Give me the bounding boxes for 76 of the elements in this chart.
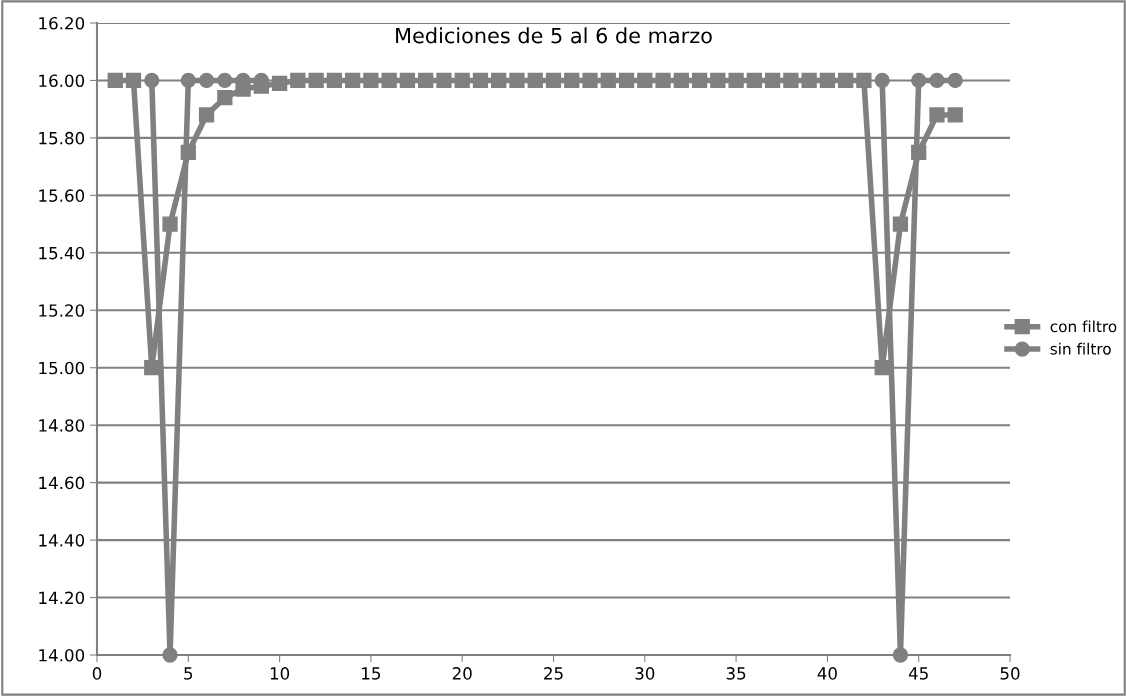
legend-label: con filtro <box>1050 320 1117 333</box>
point <box>454 72 470 89</box>
point <box>290 72 306 89</box>
x-tick-label: 15 <box>362 667 381 680</box>
x-tick-label: 10 <box>270 667 290 680</box>
point <box>947 107 963 123</box>
y-tick-label: 15.60 <box>39 189 85 202</box>
point <box>947 72 963 89</box>
point <box>308 72 324 89</box>
point <box>655 72 671 89</box>
point <box>363 72 379 89</box>
x-tick-label: 45 <box>908 667 928 680</box>
x-tick-label: 30 <box>635 667 655 680</box>
y-tick-label: 15.80 <box>39 131 85 145</box>
point <box>764 72 781 89</box>
point <box>472 72 489 89</box>
y-tick-label: 14.00 <box>39 648 85 662</box>
point <box>198 107 215 123</box>
x-tick-label: 40 <box>817 667 837 680</box>
point <box>381 72 397 89</box>
legend-label: sin filtro <box>1050 342 1111 355</box>
x-tick-label: 20 <box>452 667 472 680</box>
point <box>637 72 653 89</box>
x-tick-label: 0 <box>92 667 102 680</box>
point <box>217 90 233 106</box>
point <box>564 72 580 89</box>
point <box>399 72 416 89</box>
point <box>582 72 598 89</box>
point <box>746 72 762 89</box>
x-tick-label: 50 <box>1000 667 1020 680</box>
point <box>856 72 872 89</box>
point <box>728 72 744 89</box>
point <box>838 72 854 89</box>
x-tick-label: 25 <box>544 667 563 680</box>
point <box>929 107 945 123</box>
point <box>326 72 343 89</box>
chart-title: Mediciones de 5 al 6 de marzo <box>396 27 712 44</box>
y-tick-label: 15.40 <box>39 246 85 260</box>
point <box>107 72 123 89</box>
point <box>618 72 635 89</box>
point <box>509 72 525 89</box>
x-tick-label: 35 <box>726 667 746 680</box>
point <box>144 360 160 376</box>
y-tick-label: 14.20 <box>39 591 85 605</box>
point <box>892 216 909 232</box>
point <box>144 72 160 89</box>
y-tick-label: 14.80 <box>39 419 85 432</box>
point <box>491 72 507 89</box>
y-tick-label: 15.20 <box>39 304 85 317</box>
point <box>217 72 233 89</box>
y-tick-label: 16.00 <box>39 74 85 88</box>
y-tick-label: 14.40 <box>39 534 85 547</box>
point <box>545 72 562 89</box>
point <box>710 72 726 89</box>
point <box>911 72 927 89</box>
point <box>180 72 196 89</box>
point <box>801 72 817 89</box>
y-tick-label: 15.00 <box>39 361 85 375</box>
point <box>436 72 452 89</box>
point <box>162 216 178 232</box>
point <box>673 72 689 89</box>
y-tick-label: 14.60 <box>39 476 85 490</box>
point <box>125 72 142 89</box>
point <box>345 72 361 89</box>
point <box>527 72 543 89</box>
y-tick-label: 16.20 <box>39 16 85 30</box>
point <box>418 72 434 89</box>
point <box>929 72 945 89</box>
point <box>198 72 215 89</box>
point <box>691 72 708 89</box>
point <box>819 72 836 89</box>
point <box>271 75 288 91</box>
x-tick-label: 5 <box>184 667 193 680</box>
point <box>600 72 616 89</box>
point <box>874 72 890 89</box>
point <box>783 72 799 89</box>
